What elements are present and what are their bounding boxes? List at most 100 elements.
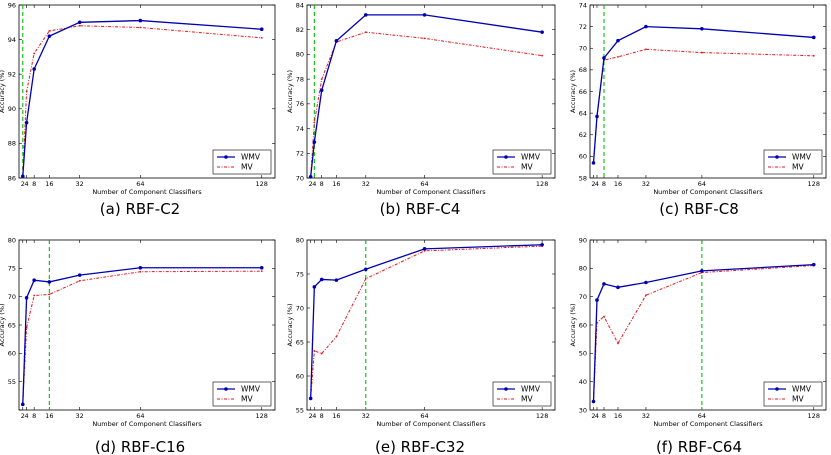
y-tick-label: 70 [579,293,587,301]
data-point-wmv [138,18,143,23]
x-tick-label: 64 [698,180,706,188]
data-point-wmv [138,265,143,270]
series-line-wmv [592,25,814,163]
series-line-wmv [310,244,543,399]
data-point-mv [139,26,142,29]
y-tick-label: 72 [579,23,587,31]
y-tick-label: 90 [579,236,587,244]
data-point-wmv [540,242,544,247]
data-point-wmv [312,140,317,144]
legend-box [492,149,552,175]
y-tick-label: 74 [579,1,587,9]
y-axis-label: Accuracy (%) [286,70,294,113]
x-tick-label: 4 [595,180,599,188]
x-tick-label: 2 [21,180,25,188]
data-point-wmv [602,282,606,286]
x-tick-label: 64 [420,412,428,420]
x-tick-label: 4 [595,412,599,420]
data-point-wmv [616,38,620,43]
plot-frame [306,4,556,179]
legend-box [212,381,272,407]
legend-marker-wmv [224,387,228,391]
x-tick-label: 32 [642,180,650,188]
y-tick-label: 70 [296,304,304,312]
legend-label-mv: MV [241,163,253,172]
x-tick-label: 8 [602,180,606,188]
data-point-wmv [334,39,339,43]
data-point-wmv [591,399,596,404]
x-tick-label: 8 [602,412,606,420]
data-point-wmv [308,174,313,179]
y-tick-label: 96 [8,1,16,9]
y-tick-label: 68 [579,66,587,74]
data-point-wmv [259,27,264,32]
y-tick-label: 70 [8,293,16,301]
y-tick-label: 65 [296,338,304,346]
data-point-wmv [32,278,36,283]
y-tick-label: 60 [296,372,304,380]
data-point-mv [812,54,815,57]
x-tick-label: 2 [309,180,313,188]
legend-marker-wmv [775,155,779,159]
y-tick-label: 58 [579,174,587,182]
data-point-mv [313,121,316,124]
data-point-mv [364,277,367,280]
x-tick-label: 2 [591,180,595,188]
y-tick-label: 55 [8,378,16,386]
x-axis-label: Number of Component Classifiers [376,420,486,428]
x-tick-label: 128 [536,412,548,420]
data-point-wmv [700,269,704,273]
x-tick-label: 32 [76,180,84,188]
y-tick-label: 92 [8,71,16,79]
chart-panel-6: 30 40 50 60 70 80 90 2 4 8 16 32 64 128 Number of Comp… [569,236,827,455]
data-point-mv [139,270,142,273]
x-tick-label: 2 [591,412,595,420]
data-point-mv [78,24,81,27]
y-tick-label: 80 [8,236,16,244]
x-axis-label: Number of Component Classifiers [653,188,763,196]
y-axis-label: Accuracy (%) [569,304,577,347]
chart-panel-2: 70 72 74 76 78 80 82 84 2 4 8 16 32 64 128 Number of Co… [286,1,556,218]
y-axis-label: Accuracy (%) [569,70,577,113]
x-axis-label: Number of Component Classifiers [376,188,486,196]
x-tick-label: 32 [76,412,84,420]
panel-caption: (b) RBF-C4 [380,200,461,218]
y-tick-label: 60 [579,153,587,161]
y-axis-label: Accuracy (%) [0,304,6,347]
panel-caption: (e) RBF-C32 [375,438,465,455]
data-point-mv [645,294,647,297]
data-point-wmv [540,30,544,34]
plot-frame [18,4,276,179]
y-tick-label: 80 [296,51,304,59]
legend-box [492,381,552,407]
y-tick-label: 80 [296,236,304,244]
y-tick-label: 72 [296,150,304,158]
panel-caption: (c) RBF-C8 [659,200,739,218]
series-line-mv [310,245,543,399]
data-point-mv [33,294,36,297]
data-point-wmv [24,120,29,125]
x-tick-label: 32 [362,180,370,188]
data-point-wmv [319,88,324,93]
x-tick-label: 128 [536,180,548,188]
data-point-mv [645,48,647,51]
legend-label-mv: MV [521,163,533,172]
legend-label-wmv: WMV [521,153,541,162]
data-point-mv [423,37,426,40]
x-tick-label: 8 [32,412,36,420]
data-point-mv [617,56,619,58]
plot-frame [306,239,556,411]
x-tick-label: 16 [614,412,622,420]
legend-label-wmv: WMV [241,153,261,162]
data-point-wmv [334,278,339,282]
y-tick-label: 40 [579,378,587,386]
legend-marker-wmv [224,155,228,159]
x-tick-label: 16 [614,180,622,188]
legend-label-mv: MV [792,163,804,172]
data-point-wmv [319,277,324,282]
data-point-mv [48,30,51,32]
x-tick-label: 2 [21,412,25,420]
